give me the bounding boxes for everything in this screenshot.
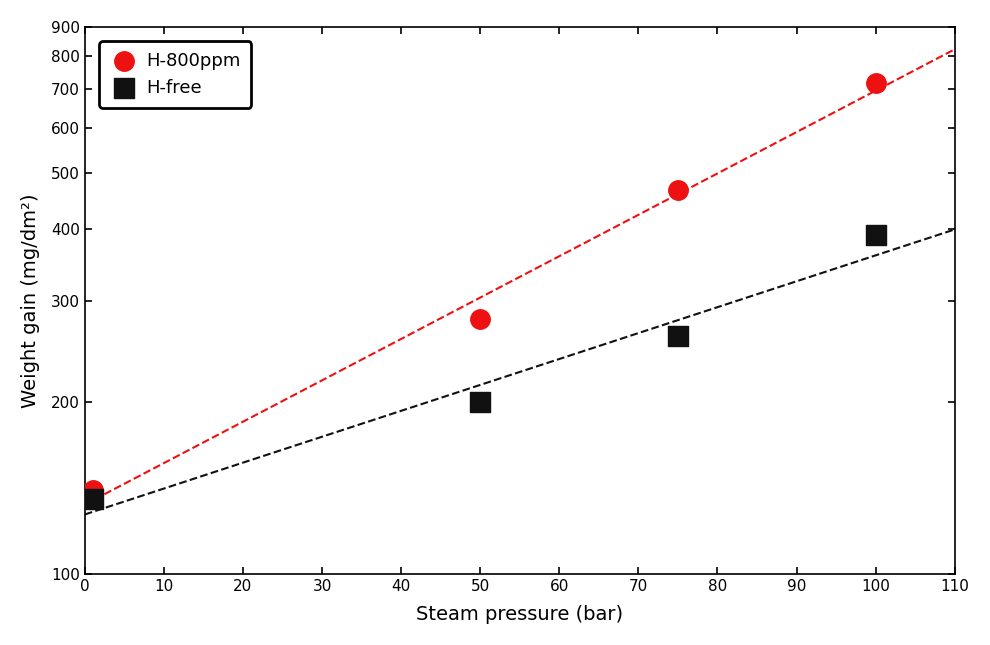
H-800ppm: [472, 314, 488, 324]
Y-axis label: Weight gain (mg/dm²): Weight gain (mg/dm²): [21, 194, 40, 408]
H-free: [472, 397, 488, 407]
H-free: [670, 331, 686, 341]
X-axis label: Steam pressure (bar): Steam pressure (bar): [416, 605, 624, 624]
H-800ppm: [867, 78, 883, 88]
H-free: [85, 494, 101, 504]
H-800ppm: [85, 485, 101, 495]
H-free: [867, 230, 883, 241]
H-800ppm: [670, 184, 686, 195]
Legend: H-800ppm, H-free: H-800ppm, H-free: [99, 41, 251, 108]
